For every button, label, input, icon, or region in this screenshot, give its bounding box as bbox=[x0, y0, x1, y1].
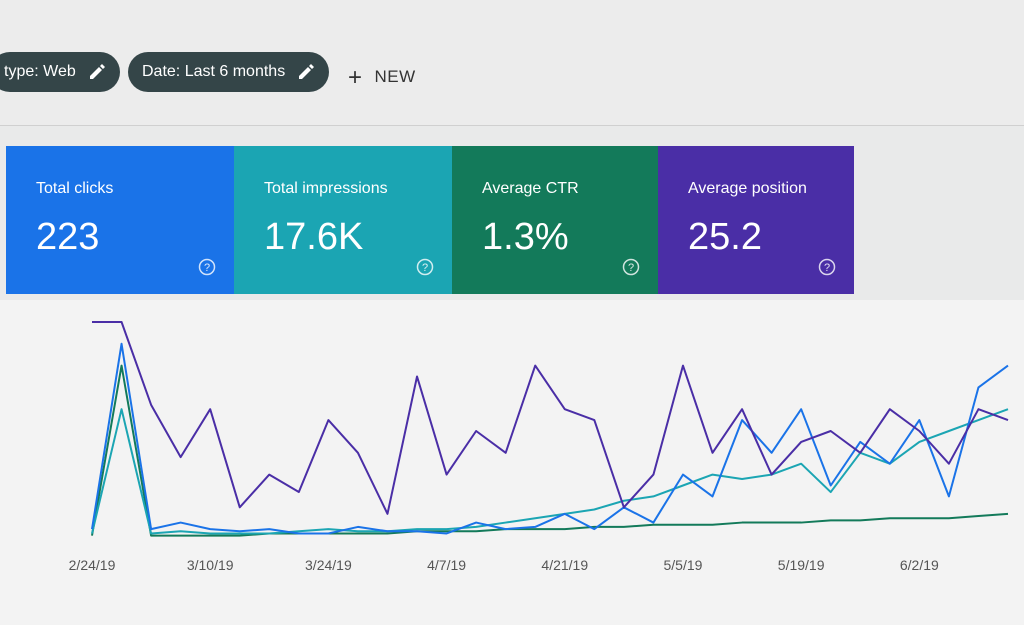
chart-background bbox=[0, 300, 1024, 625]
x-tick-label: 4/21/19 bbox=[541, 557, 588, 573]
svg-text:?: ? bbox=[422, 262, 428, 274]
metric-card[interactable]: Total clicks 223? bbox=[6, 146, 234, 294]
x-tick-label: 3/24/19 bbox=[305, 557, 352, 573]
toolbar: type: Web Date: Last 6 months + NEW bbox=[0, 0, 1024, 126]
new-button[interactable]: + NEW bbox=[348, 64, 416, 92]
edit-icon bbox=[299, 64, 315, 79]
x-tick-label: 5/5/19 bbox=[663, 557, 702, 573]
chart: 2/24/19 3/10/19 3/24/19 4/7/19 4/21/19 5/5/19… bbox=[0, 300, 1024, 625]
metric-label: Total clicks bbox=[36, 180, 114, 197]
x-tick-label: 4/7/19 bbox=[427, 557, 466, 573]
metric-card[interactable]: Average position 25.2? bbox=[658, 146, 854, 294]
svg-text:?: ? bbox=[204, 262, 210, 274]
series-line bbox=[91, 408, 1009, 535]
x-tick-label: 5/19/19 bbox=[778, 557, 825, 573]
edit-icon bbox=[89, 64, 105, 79]
series-line bbox=[91, 364, 1009, 537]
metric-label: Total impressions bbox=[264, 180, 388, 197]
metric-card[interactable]: Average CTR 1.3%? bbox=[452, 146, 658, 294]
x-tick-label: 2/24/19 bbox=[69, 557, 116, 573]
chip-label: type: Web bbox=[4, 63, 76, 80]
chip-label: Date: Last 6 months bbox=[142, 63, 286, 80]
x-tick-label: 6/2/19 bbox=[900, 557, 939, 573]
help-icon: ? bbox=[198, 258, 216, 276]
svg-text:?: ? bbox=[824, 262, 830, 274]
series-line bbox=[92, 321, 1009, 515]
metric-label: Average CTR bbox=[482, 180, 579, 197]
filter-chip[interactable]: Date: Last 6 months bbox=[128, 52, 330, 92]
x-tick-label: 3/10/19 bbox=[187, 557, 234, 573]
filter-chip[interactable]: type: Web bbox=[0, 52, 120, 92]
help-icon: ? bbox=[416, 258, 434, 276]
svg-text:?: ? bbox=[628, 262, 634, 274]
plus-icon: + bbox=[348, 64, 363, 91]
help-icon: ? bbox=[818, 258, 836, 276]
metric-value: 25.2 bbox=[688, 216, 762, 258]
metric-label: Average position bbox=[688, 180, 807, 197]
metric-value: 17.6K bbox=[264, 216, 364, 258]
metric-value: 1.3% bbox=[482, 216, 569, 258]
metric-value: 223 bbox=[36, 216, 100, 258]
metric-card[interactable]: Total impressions 17.6K? bbox=[234, 146, 452, 294]
new-label: NEW bbox=[374, 67, 416, 86]
help-icon: ? bbox=[622, 258, 640, 276]
